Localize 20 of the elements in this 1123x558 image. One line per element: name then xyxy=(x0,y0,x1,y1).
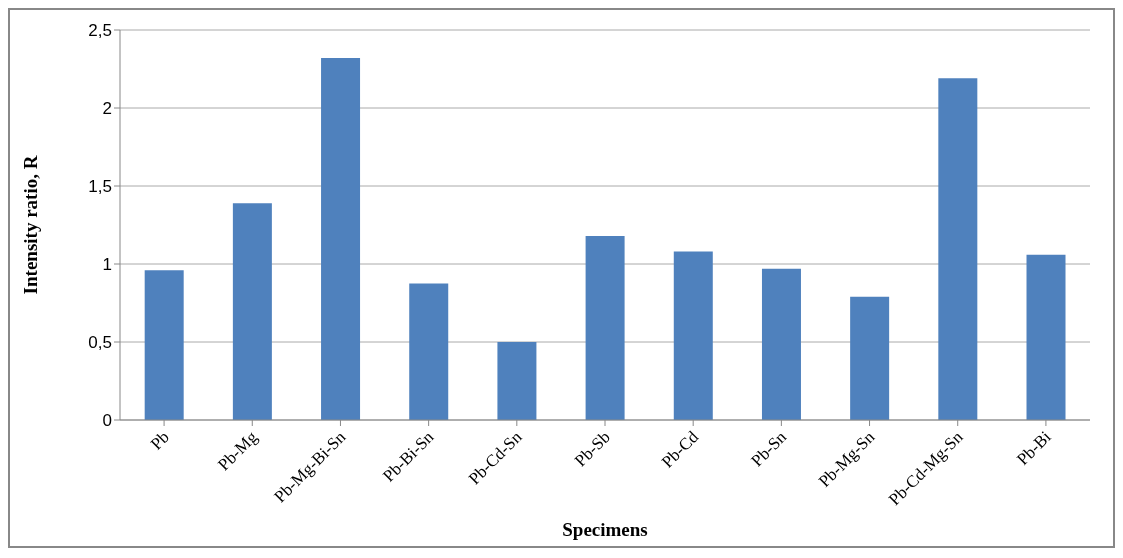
y-tick-label: 1,5 xyxy=(88,177,112,197)
bar xyxy=(1026,254,1066,420)
bar xyxy=(409,283,449,420)
bar xyxy=(232,203,272,420)
x-axis-title: Specimens xyxy=(562,519,648,540)
y-tick-label: 2,5 xyxy=(88,21,112,41)
y-tick-label: 1 xyxy=(102,255,112,275)
bar xyxy=(144,270,184,420)
bar xyxy=(673,251,713,420)
bar xyxy=(938,78,978,420)
y-tick-label: 0 xyxy=(102,411,112,431)
y-tick-label: 0,5 xyxy=(88,333,112,353)
bar xyxy=(585,235,625,420)
bar xyxy=(761,268,801,420)
bar xyxy=(850,296,890,420)
y-tick-label: 2 xyxy=(102,99,112,119)
bar xyxy=(321,58,361,420)
x-tick-label: Pb xyxy=(146,427,173,454)
y-axis-title: Intensity ratio, R xyxy=(19,155,41,295)
bar xyxy=(497,342,537,420)
